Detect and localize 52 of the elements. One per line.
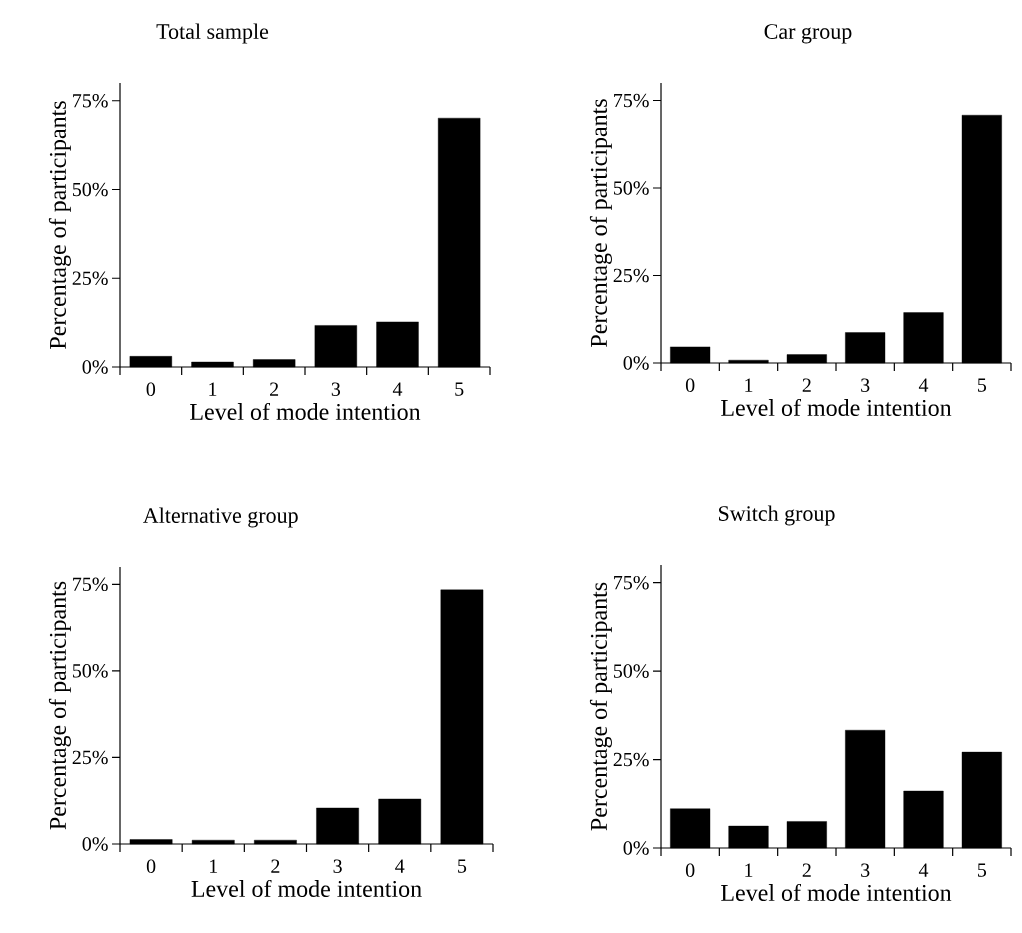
y-axis-title: Percentage of participants — [589, 99, 612, 347]
x-tick-label: 0 — [146, 859, 156, 874]
x-tick-label: 5 — [455, 382, 464, 396]
x-tick-label: 0 — [685, 378, 695, 393]
chart-title: Switch group — [719, 505, 835, 526]
x-tick-label: 3 — [331, 382, 341, 396]
x-axis-title: Level of mode intention — [721, 398, 952, 417]
x-tick-label: 1 — [209, 382, 217, 396]
chart-title: Total sample — [156, 23, 269, 44]
y-tick-label: 50% — [72, 664, 108, 678]
x-tick-label: 5 — [978, 378, 987, 392]
y-tick-label: 0% — [623, 356, 649, 370]
x-tick-label: 0 — [146, 382, 156, 397]
chart-title: Car group — [764, 24, 852, 44]
y-tick-label: 25% — [72, 750, 108, 765]
x-axis-title: Level of mode intention — [191, 879, 422, 898]
x-tick-label: 5 — [458, 859, 467, 873]
x-axis-title: Level of mode intention — [190, 402, 421, 421]
x-tick-label: 1 — [745, 378, 753, 392]
x-tick-label: 4 — [918, 863, 929, 877]
y-tick-label: 75% — [73, 93, 108, 108]
x-tick-label: 1 — [210, 859, 218, 873]
x-tick-label: 5 — [978, 863, 987, 877]
y-tick-label: 50% — [613, 181, 649, 195]
y-axis-title: Percentage of participants — [589, 582, 612, 831]
y-tick-label: 25% — [72, 271, 108, 286]
x-tick-label: 2 — [802, 378, 811, 392]
y-tick-label: 50% — [72, 182, 108, 197]
x-tick-label: 1 — [745, 863, 753, 877]
x-tick-label: 3 — [861, 378, 870, 392]
y-axis-title: Percentage of participants — [48, 581, 71, 830]
x-tick-label: 4 — [392, 382, 403, 396]
chart-title: Alternative group — [143, 507, 298, 528]
x-tick-label: 4 — [395, 859, 405, 873]
y-tick-label: 0% — [82, 837, 108, 851]
x-tick-label: 3 — [333, 859, 342, 873]
x-tick-label: 2 — [802, 863, 811, 877]
y-axis-title: Percentage of participants — [48, 101, 71, 349]
x-tick-label: 2 — [271, 859, 280, 873]
x-tick-label: 4 — [918, 378, 929, 392]
y-tick-label: 25% — [613, 268, 649, 283]
x-tick-label: 3 — [861, 863, 870, 877]
y-tick-label: 50% — [613, 664, 649, 678]
x-axis-title: Level of mode intention — [721, 883, 952, 902]
y-tick-label: 0% — [623, 841, 649, 855]
y-tick-label: 75% — [614, 93, 649, 108]
y-tick-label: 25% — [613, 752, 649, 767]
x-tick-label: 2 — [270, 382, 279, 396]
y-tick-label: 75% — [73, 577, 108, 592]
y-tick-label: 0% — [82, 360, 108, 374]
y-tick-label: 75% — [614, 575, 649, 590]
x-tick-label: 0 — [685, 863, 695, 878]
